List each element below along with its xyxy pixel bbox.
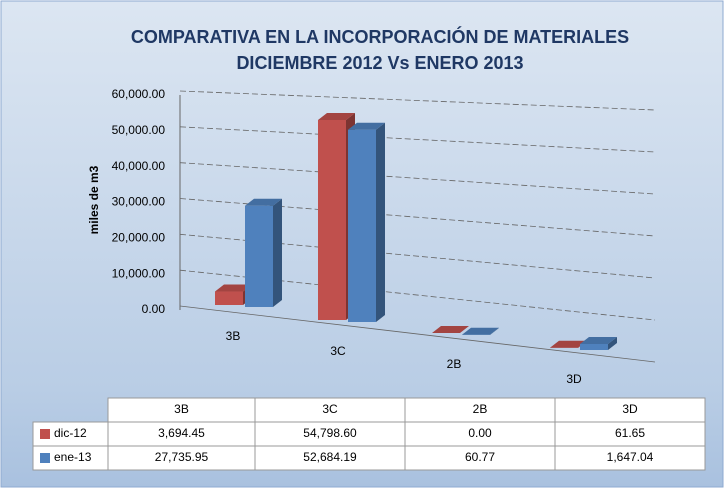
table-value: 0.00 [468,426,492,440]
y-tick-label: 60,000.00 [112,87,166,101]
y-tick-label: 30,000.00 [112,195,166,209]
table-header: 3B [174,402,189,416]
legend-swatch [40,429,50,439]
x-tick-label: 3B [226,329,241,343]
x-tick-label: 3D [566,372,582,386]
bar [580,344,608,350]
y-axis-label: miles de m3 [87,165,101,234]
x-tick-label: 3C [330,344,346,358]
x-tick-label: 2B [447,357,462,371]
bar [318,120,346,320]
bar [215,292,243,305]
chart-subtitle: DICIEMBRE 2012 Vs ENERO 2013 [236,53,523,73]
table-value: 61.65 [615,426,645,440]
bar-side [273,199,282,307]
y-tick-label: 10,000.00 [112,266,166,280]
table-value: 1,647.04 [607,450,654,464]
table-value: 27,735.95 [155,450,209,464]
bar [245,206,273,307]
legend-label: dic-12 [54,426,87,440]
y-tick-label: 20,000.00 [112,231,166,245]
chart-title: COMPARATIVA EN LA INCORPORACIÓN DE MATER… [131,26,629,47]
table-header: 2B [473,402,488,416]
table-value: 54,798.60 [303,426,357,440]
table-header: 3C [322,402,338,416]
bar [348,130,376,322]
table-value: 52,684.19 [303,450,357,464]
table-value: 3,694.45 [158,426,205,440]
y-tick-label: 40,000.00 [112,159,166,173]
y-tick-label: 50,000.00 [112,123,166,137]
bar-side [376,123,385,322]
legend-label: ene-13 [54,450,92,464]
y-tick-label: 0.00 [142,302,166,316]
table-header: 3D [622,402,638,416]
table-value: 60.77 [465,450,495,464]
legend-swatch [40,453,50,463]
